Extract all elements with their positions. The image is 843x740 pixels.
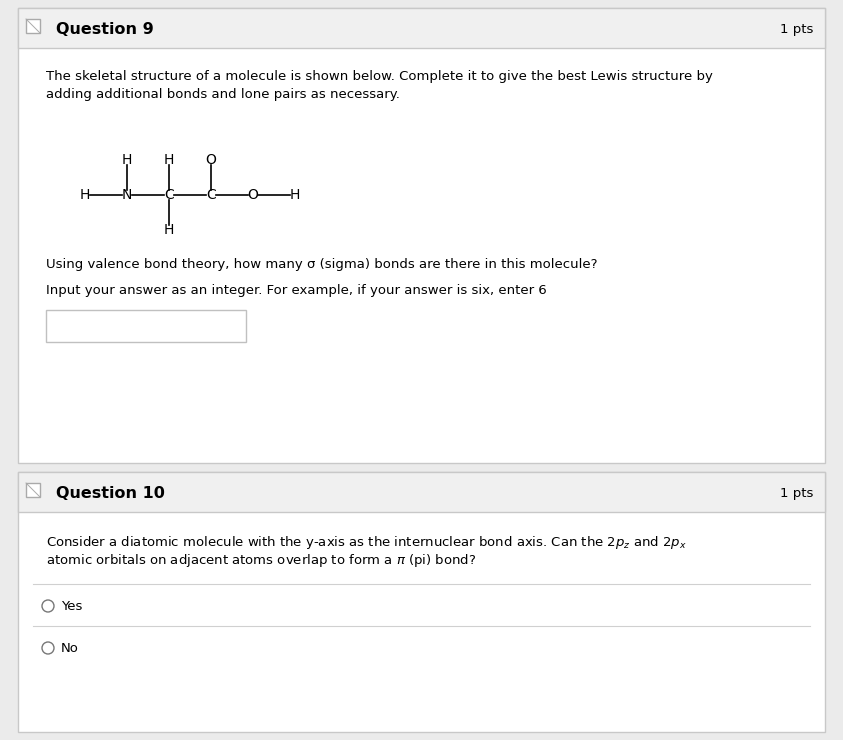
Text: O: O [206, 153, 217, 167]
Bar [26, 19, 40, 33]
Bar [26, 483, 40, 497]
Bar [18, 472, 825, 732]
Text: Yes: Yes [61, 599, 83, 613]
Text: atomic orbitals on adjacent atoms overlap to form a $\pi$ (pi) bond?: atomic orbitals on adjacent atoms overla… [46, 552, 476, 569]
Bar [46, 310, 246, 342]
Text: H: H [80, 188, 90, 202]
Text: C: C [207, 188, 216, 202]
Text: H: H [164, 153, 175, 167]
Bar [18, 8, 825, 48]
Text: Consider a diatomic molecule with the y-axis as the internuclear bond axis. Can : Consider a diatomic molecule with the y-… [46, 534, 687, 551]
Text: C: C [164, 188, 174, 202]
Text: 1 pts: 1 pts [780, 486, 813, 500]
Text: H: H [290, 188, 300, 202]
Text: O: O [248, 188, 259, 202]
Text: No: No [61, 642, 79, 654]
Text: 1 pts: 1 pts [780, 22, 813, 36]
Text: H: H [164, 223, 175, 237]
Text: adding additional bonds and lone pairs as necessary.: adding additional bonds and lone pairs a… [46, 88, 400, 101]
Text: Question 9: Question 9 [56, 21, 153, 36]
Text: The skeletal structure of a molecule is shown below. Complete it to give the bes: The skeletal structure of a molecule is … [46, 70, 713, 83]
Text: N: N [121, 188, 132, 202]
Text: Input your answer as an integer. For example, if your answer is six, enter 6: Input your answer as an integer. For exa… [46, 284, 547, 297]
Bar [18, 8, 825, 463]
Bar [18, 472, 825, 512]
Text: H: H [121, 153, 132, 167]
Text: Using valence bond theory, how many σ (sigma) bonds are there in this molecule?: Using valence bond theory, how many σ (s… [46, 258, 598, 271]
Text: Question 10: Question 10 [56, 485, 165, 500]
